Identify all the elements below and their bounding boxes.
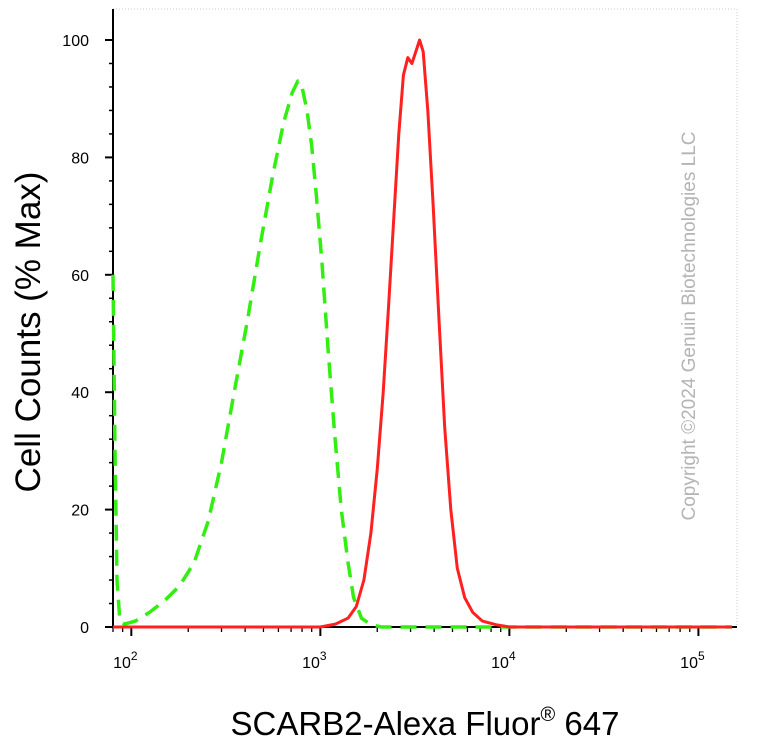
- x-tick-base: 10: [491, 655, 509, 672]
- x-tick-label: 105: [680, 649, 705, 672]
- x-tick-exponent: 4: [509, 649, 516, 663]
- x-tick-base: 10: [302, 655, 320, 672]
- x-axis-title: SCARB2-Alexa Fluor® 647: [231, 704, 620, 742]
- x-tick-base: 10: [680, 655, 698, 672]
- y-tick-label: 40: [71, 385, 89, 402]
- x-tick-base: 10: [113, 655, 131, 672]
- x-tick-label: 103: [302, 649, 327, 672]
- x-tick-exponent: 5: [698, 649, 705, 663]
- series-layer: [111, 38, 732, 629]
- y-axis-title: Cell Counts (% Max): [9, 172, 48, 493]
- y-tick-label: 20: [71, 503, 89, 520]
- x-tick-exponent: 2: [131, 649, 138, 663]
- x-tick-exponent: 3: [320, 649, 327, 663]
- x-tick-label: 104: [491, 649, 516, 672]
- axis-ticks: [105, 39, 700, 636]
- y-tick-label: 0: [80, 620, 89, 637]
- x-tick-label: 102: [113, 649, 138, 672]
- copyright-watermark: Copyright ©2024 Genuin Biotechnologies L…: [679, 132, 700, 521]
- x-axis-title-main: SCARB2-Alexa Fluor: [231, 705, 541, 742]
- isotype-control-curve: [111, 79, 732, 629]
- y-tick-label: 60: [71, 268, 89, 285]
- x-axis-title-suffix: 647: [555, 705, 619, 742]
- x-axis-title-superscript: ®: [540, 704, 555, 726]
- sample-curve: [113, 38, 732, 629]
- y-tick-label: 100: [62, 33, 89, 50]
- y-tick-label: 80: [71, 150, 89, 167]
